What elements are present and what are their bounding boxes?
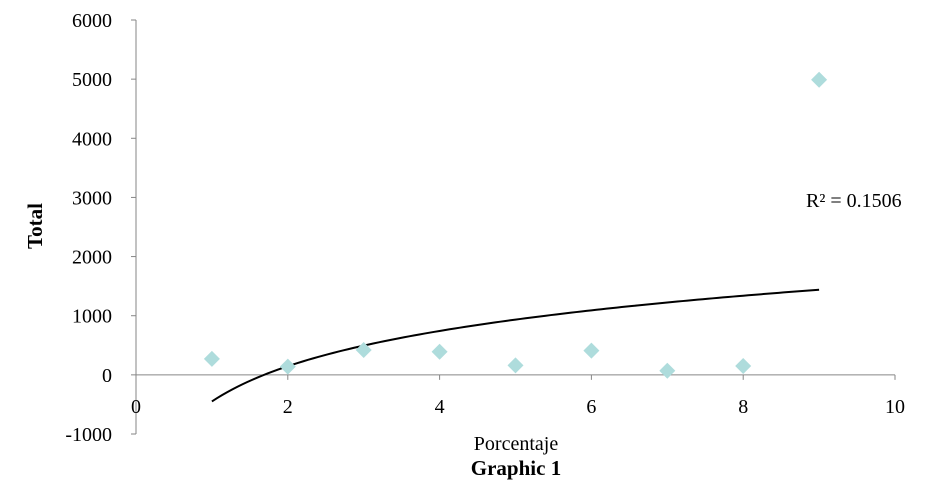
data-points-layer	[203, 71, 828, 379]
x-tick-label: 8	[738, 396, 748, 418]
y-tick-label: 3000	[72, 187, 112, 209]
r-squared-annotation: R² = 0.1506	[806, 190, 902, 212]
data-point	[735, 357, 752, 374]
x-axis-title: Porcentaje	[474, 433, 559, 455]
data-point	[583, 342, 600, 359]
y-tick-label: -1000	[65, 424, 112, 446]
data-point	[203, 350, 220, 367]
y-axis-title: Total	[23, 203, 47, 249]
y-tick-label: 6000	[72, 10, 112, 32]
data-point	[811, 71, 828, 88]
y-tick-label: 1000	[72, 306, 112, 328]
x-tick-label: 2	[283, 396, 293, 418]
log-trendline	[211, 288, 820, 403]
data-point	[431, 343, 448, 360]
trendline-layer	[211, 288, 820, 403]
data-point	[279, 358, 296, 375]
y-tick-label: 0	[102, 365, 112, 387]
data-point	[659, 362, 676, 379]
x-tick-label: 0	[131, 396, 141, 418]
data-point	[507, 357, 524, 374]
y-tick-label: 5000	[72, 69, 112, 91]
y-tick-label: 4000	[72, 128, 112, 150]
x-tick-label: 6	[586, 396, 596, 418]
data-point	[355, 342, 372, 359]
x-tick-label: 10	[885, 396, 905, 418]
chart-caption: Graphic 1	[471, 456, 561, 480]
x-tick-label: 4	[435, 396, 445, 418]
y-tick-label: 2000	[72, 247, 112, 269]
ticks-layer: -1000 0 1000 2000 3000 4000 5000 6000 0 2 4 6 8 10	[65, 10, 905, 446]
